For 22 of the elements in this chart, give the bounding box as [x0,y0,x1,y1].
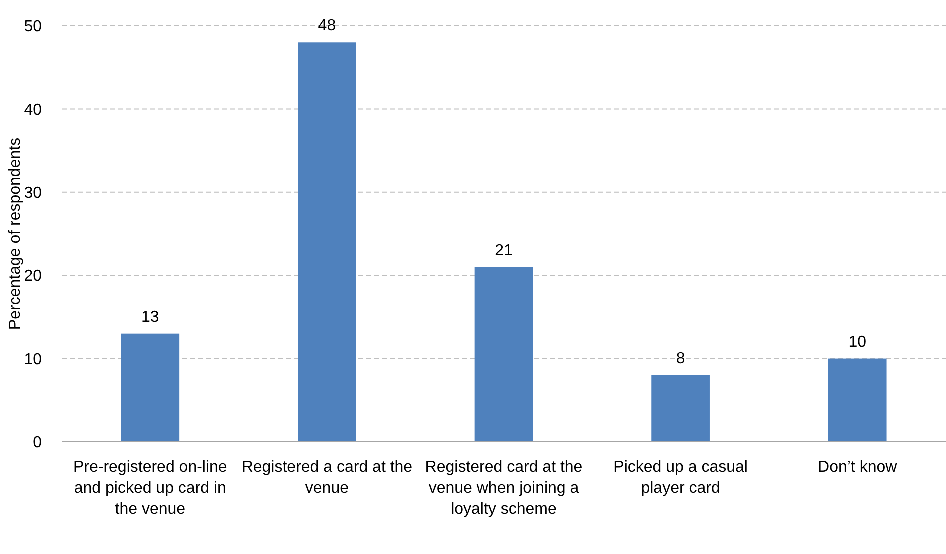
x-tick-label: Pre-registered on-line and picked up card in the venue [73,459,228,518]
y-tick-label: 0 [33,434,42,452]
data-label: 8 [676,350,686,368]
x-tick-label: Don’t know [818,459,898,476]
data-label: 10 [848,334,867,351]
y-tick-label: 50 [24,18,42,36]
x-tick-label: Registered card at the venue when joining a loyalty scheme [425,459,583,518]
y-tick-label: 20 [24,268,42,286]
bar [298,42,356,442]
data-label: 21 [495,242,513,260]
data-label: 13 [142,308,160,326]
y-tick-label: 30 [24,185,42,202]
y-tick-label: 10 [24,351,42,368]
bar [474,267,534,442]
y-axis-title: Percentage of respondents [7,138,24,330]
bar [828,358,887,442]
bar [652,375,710,442]
data-label: 48 [318,18,336,35]
bar [121,334,180,442]
x-tick-label: Picked up a casual player card [614,459,748,497]
y-tick-label: 40 [24,102,42,119]
x-tick-label: Registered a card at the venue [242,459,413,497]
